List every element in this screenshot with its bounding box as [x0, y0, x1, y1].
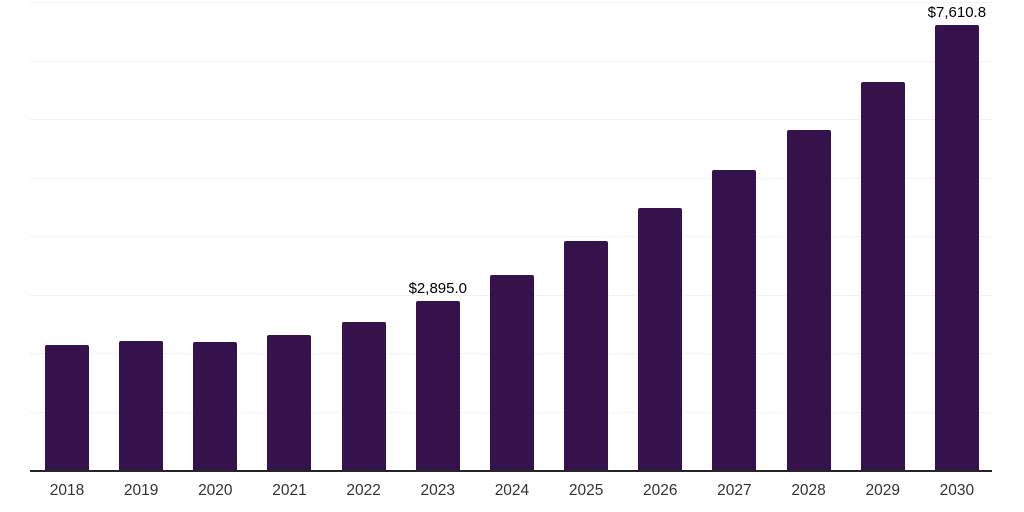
gridline-8000 [30, 2, 992, 3]
bar-2020 [193, 342, 238, 470]
bar-value-label-2030: $7,610.8 [927, 3, 987, 21]
x-tick-label-2029: 2029 [865, 482, 900, 499]
x-tick-label-2020: 2020 [198, 482, 233, 499]
x-tick-label-2024: 2024 [494, 482, 530, 499]
gridline-5000 [30, 177, 992, 179]
bar-2025 [564, 240, 609, 470]
bar-series: $2,895.0 $7,610.8 [30, 2, 992, 470]
x-tick-label-2021: 2021 [272, 482, 307, 499]
bar-2024 [489, 274, 534, 470]
x-tick-label-2026: 2026 [643, 482, 678, 499]
bar-2021 [267, 334, 312, 470]
bar-2026 [638, 207, 683, 470]
plot-area: $2,895.0 $7,610.8 [30, 2, 992, 472]
bar-2027 [712, 170, 757, 470]
x-tick-label-2030: 2030 [939, 482, 975, 499]
x-tick-label-2023: 2023 [420, 482, 456, 499]
bar-2030: $7,610.8 [928, 5, 986, 470]
x-tick-label-2019: 2019 [123, 482, 159, 499]
bar-2023: $2,895.0 [409, 281, 467, 470]
x-tick-label-2022: 2022 [346, 482, 381, 499]
x-tick-label-2018: 2018 [49, 482, 85, 499]
bar-2022 [341, 322, 386, 470]
bar-2019 [119, 341, 164, 470]
bar-2028 [786, 129, 831, 470]
gridline-6000 [30, 119, 992, 120]
bar-2029 [860, 82, 905, 470]
x-tick-label-2025: 2025 [568, 482, 604, 499]
bar-value-label-2023: $2,895.0 [408, 279, 467, 297]
bar-2018 [45, 344, 89, 470]
x-tick-label-2028: 2028 [791, 482, 826, 499]
gridline-7000 [30, 60, 992, 62]
x-tick-label-2027: 2027 [717, 482, 752, 499]
x-axis-labels: 2018 2019 2020 2021 2022 2023 2024 2025 2026 2027… [30, 481, 992, 500]
gridline-4000 [30, 236, 992, 237]
